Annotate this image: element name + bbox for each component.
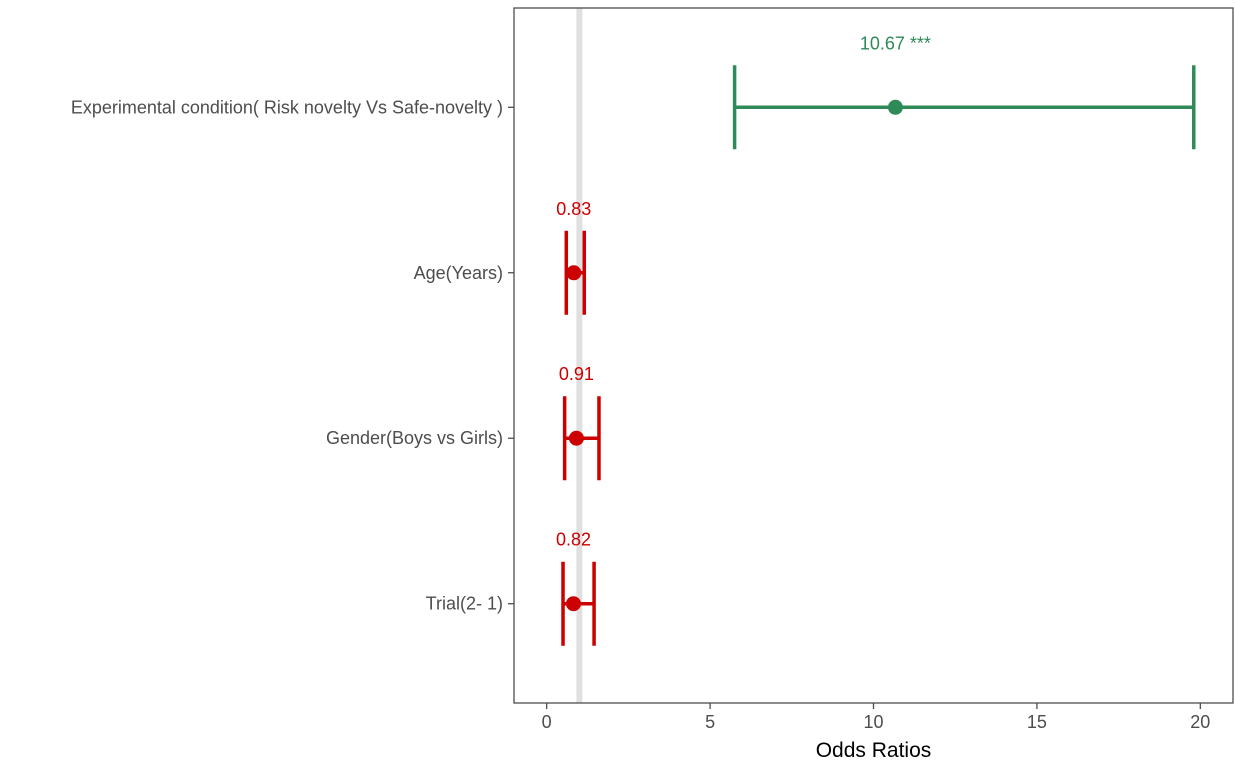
- estimate-value-label: 0.91: [559, 364, 594, 384]
- y-tick-label: Age(Years): [414, 263, 503, 283]
- x-tick-label: 0: [542, 712, 552, 732]
- y-tick-label: Gender(Boys vs Girls): [326, 428, 503, 448]
- estimate-point: [568, 430, 584, 446]
- forest-row: 10.67 *** Experimental condition( Risk no…: [71, 33, 1196, 150]
- estimate-point: [566, 265, 582, 281]
- estimate-value-label: 0.83: [556, 199, 591, 219]
- estimate-value-label: 10.67 ***: [860, 33, 931, 53]
- estimate-value-label: 0.82: [556, 530, 591, 550]
- estimate-point: [887, 99, 903, 115]
- y-tick-label: Experimental condition( Risk novelty Vs …: [71, 97, 503, 117]
- forest-row: 0.83 Age(Years): [414, 199, 591, 315]
- x-axis-title: Odds Ratios: [816, 739, 932, 762]
- x-tick-label: 10: [863, 712, 883, 732]
- x-tick-label: 20: [1190, 712, 1210, 732]
- x-tick-label: 15: [1027, 712, 1047, 732]
- forest-row: 0.91 Gender(Boys vs Girls): [326, 364, 601, 481]
- x-tick-label: 5: [705, 712, 715, 732]
- plot-panel-background: [514, 8, 1233, 703]
- estimate-point: [565, 596, 581, 612]
- y-tick-label: Trial(2- 1): [426, 594, 503, 614]
- forest-row: 0.82 Trial(2- 1): [426, 530, 596, 646]
